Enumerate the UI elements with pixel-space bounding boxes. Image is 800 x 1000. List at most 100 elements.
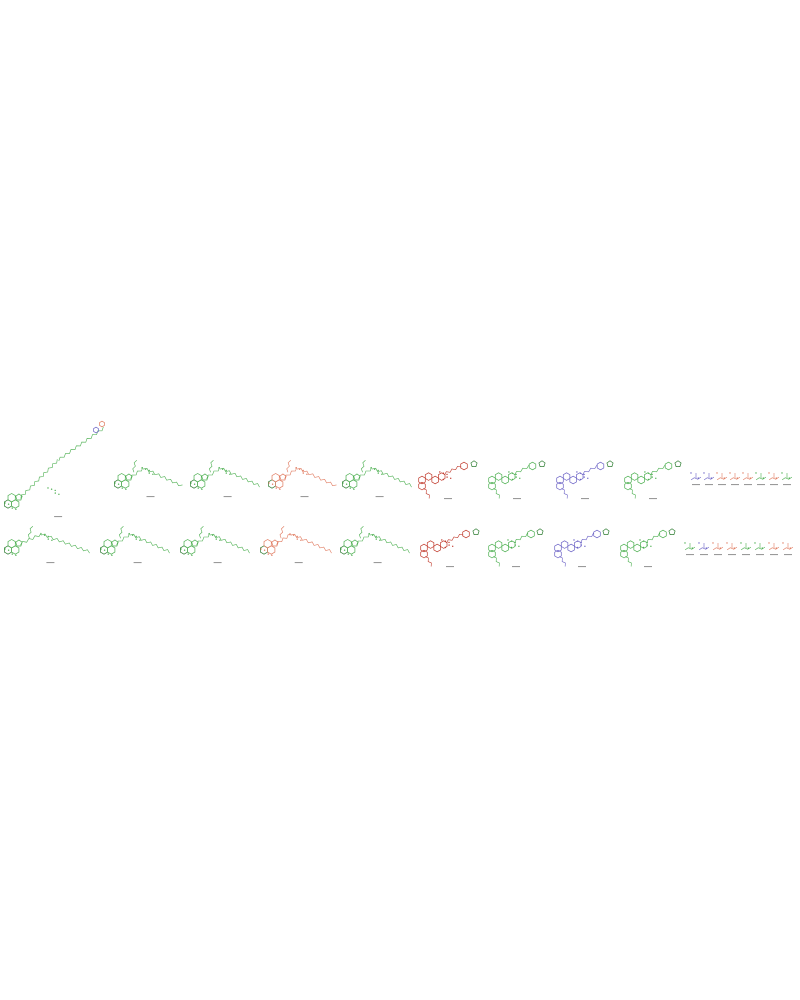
row2-fragment-3	[712, 542, 724, 556]
row2-molecule-4-branch	[279, 526, 285, 539]
row2-molecule-2-atom	[135, 538, 137, 540]
row2-molecule-5-atom	[351, 554, 353, 556]
row1-molecule-5-atom	[377, 469, 379, 472]
row1-fragment-1-caption	[692, 484, 700, 486]
row2-molecule-7-linker	[514, 532, 528, 544]
row1-molecule-3-chain	[206, 466, 221, 480]
row1-molecule-4-chain	[296, 467, 337, 487]
row2-molecule-8-branch	[559, 556, 566, 567]
row1-molecule-1-atom	[58, 493, 60, 495]
row2-fragment-4	[726, 542, 738, 556]
row2-molecule-7-ring	[488, 549, 496, 559]
row2-fragment-4-caption	[728, 554, 736, 556]
row2-molecule-3-atom	[219, 539, 221, 541]
row2-molecule-9-atom	[650, 545, 652, 547]
row2-fragment-5-atom	[740, 542, 742, 544]
row1-molecule-7-atom	[519, 477, 521, 479]
row1-molecule-3-caption	[223, 496, 232, 498]
row1-molecule-5-chain	[358, 466, 373, 480]
row1-molecule-1-atom	[4, 502, 6, 504]
row1-molecule-3-atom	[229, 473, 231, 475]
row1-molecule-3-branch	[209, 460, 214, 473]
row1-molecule-6-atom	[439, 471, 441, 473]
row1-molecule-7-atom	[511, 472, 514, 474]
row1-molecule-1-atom	[54, 489, 56, 492]
row2-molecule-5-atom	[371, 534, 374, 536]
row1-molecule-6-ring	[460, 461, 468, 471]
row2-molecule-5-atom	[375, 535, 377, 538]
row1-fragment-4-atom	[729, 472, 731, 474]
row1-molecule-9-atom	[647, 478, 650, 481]
row2-molecule-3-atom	[208, 533, 210, 535]
row2-molecule-4-atom	[292, 534, 295, 536]
row2-molecule-6-linker	[446, 534, 464, 544]
row2-molecule-9-atom	[639, 539, 641, 541]
row1-molecule-6	[418, 460, 478, 500]
row1-molecule-4-atom	[302, 469, 304, 472]
row2-molecule-9-ring	[620, 549, 628, 559]
row2-molecule-7-atom	[514, 544, 516, 546]
row2-molecule-6-atom	[448, 541, 450, 544]
row1-molecule-6-atom	[446, 473, 448, 476]
row1-fragment-5-bond	[742, 476, 754, 481]
row2-molecule-2-atom	[139, 539, 141, 541]
row2-fragment-2-atom	[698, 542, 700, 544]
row2-molecule-6-atom	[444, 546, 446, 549]
row2-molecule-5-atom	[340, 548, 342, 550]
row1-molecule-1-atom	[47, 487, 49, 489]
row1-molecule-9-branch	[629, 488, 636, 499]
row1-molecule-3-atom	[201, 488, 203, 490]
row1-molecule-5-ring-c	[345, 473, 354, 483]
row2-fragment-7-atom	[775, 547, 777, 549]
row2-molecule-7-caption	[512, 566, 520, 568]
row2-fragment-8-bond	[782, 546, 794, 551]
row2-molecule-1	[4, 526, 90, 564]
row1-molecule-5-atom	[370, 467, 372, 469]
row2-fragment-2-caption	[700, 554, 708, 556]
row2-molecule-1-chain	[20, 532, 42, 546]
row1-molecule-4-atom	[275, 487, 277, 489]
row2-molecule-2-atom	[107, 553, 110, 555]
row1-fragment-8-atom	[781, 472, 783, 474]
row1-molecule-6-atom	[442, 472, 445, 474]
row2-molecule-7	[488, 528, 544, 568]
row1-molecule-2	[114, 460, 183, 498]
row1-molecule-2-atom	[152, 473, 154, 475]
row1-fragment-7-caption	[770, 484, 778, 486]
row1-molecule-5-atom	[353, 488, 355, 490]
row2-molecule-8-ring	[560, 540, 569, 549]
row1-molecule-1-chain	[58, 426, 104, 462]
row1-fragment-2-caption	[705, 484, 713, 486]
row1-molecule-5-branch	[361, 460, 366, 473]
row2-molecule-2-chain	[116, 532, 131, 546]
row2-fragment-6-caption	[756, 554, 764, 556]
row2-molecule-6-ring	[420, 549, 428, 559]
row1-molecule-2-branch	[132, 460, 137, 473]
row1-molecule-6-atom	[446, 476, 448, 478]
row1-fragment-7-bond	[768, 476, 780, 481]
row2-fragment-3-atom	[719, 547, 721, 549]
row2-molecule-4-atom	[300, 539, 302, 541]
row2-molecule-2	[100, 526, 170, 564]
row2-molecule-4-chain	[290, 533, 332, 554]
row2-molecule-5-atom	[379, 539, 381, 541]
row1-molecule-1-chain	[20, 459, 58, 499]
row1-molecule-5-caption	[375, 496, 384, 498]
row1-molecule-7-linker	[514, 464, 530, 476]
row1-molecule-9-ring	[630, 472, 639, 481]
row2-molecule-7-atom	[514, 541, 516, 544]
row1-molecule-3-atom	[197, 487, 199, 489]
row1-molecule-2-atom	[148, 469, 150, 472]
row2-molecule-3-atom	[215, 535, 217, 538]
row2-molecule-2-ring-c	[103, 539, 112, 549]
row1-fragment-6-caption	[757, 484, 765, 486]
row1-fragment-4-bond	[729, 476, 741, 481]
row2-molecule-3-ring-c	[183, 539, 192, 549]
row1-fragment-8-bond	[781, 476, 793, 481]
row2-fragment-6-atom	[754, 542, 756, 544]
row2-fragment-1	[684, 542, 696, 556]
row1-molecule-1-ring-d	[15, 493, 23, 501]
row2-molecule-3-chain	[209, 533, 250, 554]
row2-molecule-5-chain	[369, 533, 410, 554]
